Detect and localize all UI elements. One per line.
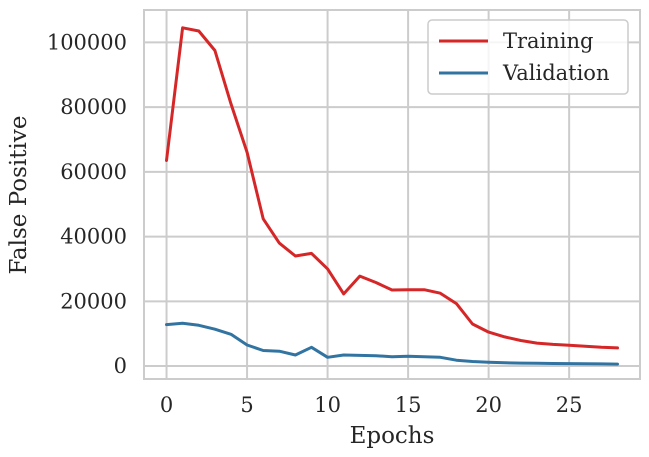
x-tick-label: 10	[314, 393, 341, 417]
y-tick-label: 60000	[60, 160, 127, 184]
y-tick-label: 40000	[60, 225, 127, 249]
x-tick-label: 0	[160, 393, 173, 417]
x-tick-label: 15	[395, 393, 422, 417]
x-tick-label: 5	[240, 393, 253, 417]
legend-label-training: Training	[503, 29, 594, 53]
legend-box	[427, 19, 629, 95]
x-axis-title: Epochs	[350, 423, 435, 449]
plot-frame	[143, 9, 641, 380]
series-line-validation	[165, 321, 619, 366]
y-tick-label: 20000	[60, 289, 127, 313]
y-axis-title: False Positive	[6, 116, 32, 275]
x-tick-label: 25	[556, 393, 583, 417]
grid-lines	[144, 10, 640, 379]
x-tick-labels: 0 5 10 15 20 25	[160, 393, 583, 417]
y-tick-label: 0	[114, 354, 127, 378]
series-lines	[165, 26, 619, 366]
x-tick-label: 20	[475, 393, 502, 417]
y-tick-label: 100000	[47, 30, 127, 54]
legend-label-validation: Validation	[502, 61, 609, 85]
legend: Training Validation	[427, 19, 629, 95]
y-tick-label: 80000	[60, 95, 127, 119]
series-line-training	[165, 26, 619, 350]
y-tick-labels: 0 20000 40000 60000 80000 100000	[47, 30, 127, 378]
